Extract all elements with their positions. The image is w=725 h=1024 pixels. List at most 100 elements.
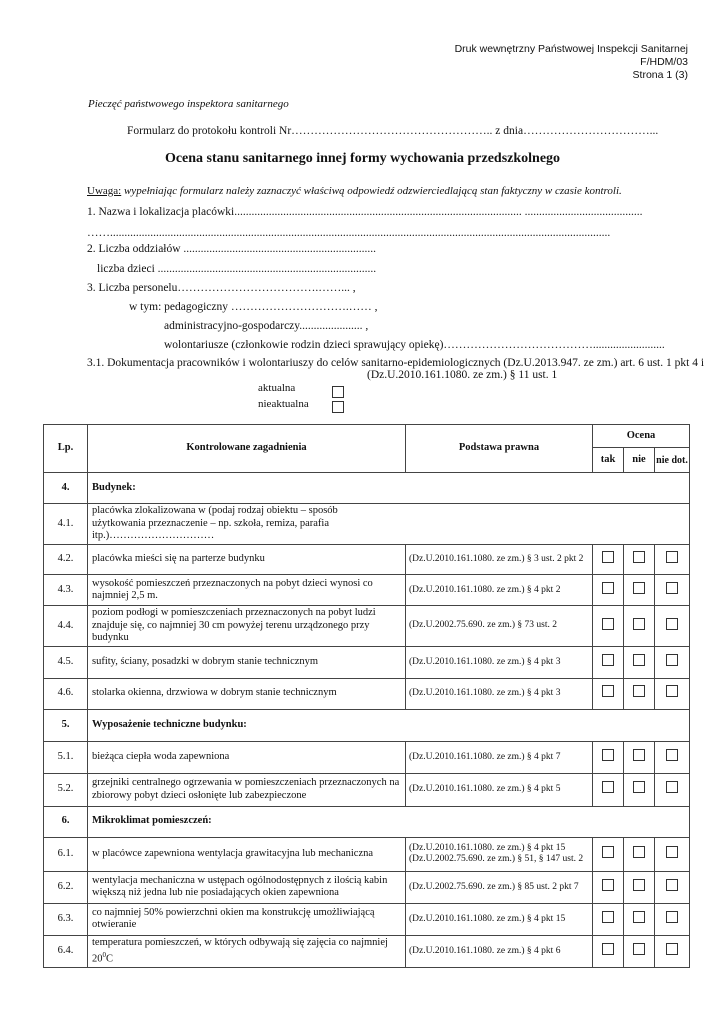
checkbox-yes[interactable] (602, 878, 614, 891)
issue-text: Budynek: (92, 481, 136, 493)
col-lp: Lp. (43, 424, 88, 473)
note-label: Uwaga: (87, 185, 122, 197)
field-name-location-cont: ……......................................… (87, 227, 611, 239)
issue-text: temperatura pomieszczeń, w których odbyw… (92, 936, 388, 965)
issue-text: Mikroklimat pomieszczeń: (92, 815, 212, 827)
row-issue: co najmniej 50% powierzchni okien ma kon… (87, 902, 406, 936)
row-number: 5.1. (43, 740, 88, 774)
field-children: liczba dzieci ..........................… (97, 263, 377, 275)
row-issue: placówka mieści się na parterze budynku (87, 544, 406, 575)
checkbox-na[interactable] (666, 617, 679, 630)
checkbox-yes[interactable] (602, 748, 614, 761)
rating-no-cell (623, 934, 655, 968)
checkbox-yes[interactable] (602, 551, 614, 564)
rating-yes-cell (592, 836, 624, 872)
protocol-line: Formularz do protokołu kontroli Nr………………… (127, 125, 659, 137)
checkbox-outdated[interactable] (332, 401, 344, 413)
issue-text: placówka mieści się na parterze budynku (92, 553, 265, 565)
checkbox-yes[interactable] (602, 845, 614, 858)
checkbox-na[interactable] (666, 878, 679, 891)
checkbox-no[interactable] (633, 685, 645, 698)
section-row: 5. Wyposażenie techniczne budynku: (43, 708, 691, 742)
row-number: 4.1. (43, 503, 88, 545)
checkbox-yes[interactable] (602, 653, 614, 666)
checkbox-na[interactable] (666, 781, 679, 794)
rating-yes-cell (592, 870, 624, 904)
rating-no-cell (623, 605, 655, 647)
checkbox-na[interactable] (666, 748, 679, 761)
row-issue: stolarka okienna, drzwiowa w dobrym stan… (87, 677, 406, 710)
checkbox-yes[interactable] (602, 910, 614, 923)
row-issue: Wyposażenie techniczne budynku: (86, 708, 691, 742)
checkbox-no[interactable] (633, 581, 645, 594)
checkbox-yes[interactable] (602, 781, 614, 794)
option-current: aktualna (258, 382, 296, 394)
rating-yes-cell (592, 677, 624, 710)
issue-text: sufity, ściany, posadzki w dobrym stanie… (92, 655, 319, 667)
checkbox-no[interactable] (633, 845, 645, 858)
checkbox-no[interactable] (633, 617, 645, 630)
checkbox-no[interactable] (633, 551, 645, 564)
rating-na-cell (653, 902, 691, 936)
row-number: 6.4. (43, 934, 88, 968)
field-staff-admin: administracyjno-gospodarczy.............… (164, 320, 369, 332)
row-law: (Dz.U.2010.161.1080. ze zm.) § 4 pkt 3 (405, 645, 593, 679)
rating-no-cell (623, 677, 655, 710)
checkbox-na[interactable] (666, 653, 679, 666)
checkbox-yes[interactable] (602, 581, 614, 594)
col-yes: tak (592, 447, 624, 473)
row-number: 4.2. (43, 544, 88, 575)
row-number: 4.4. (43, 605, 88, 647)
rating-no-cell (623, 902, 655, 936)
rating-na-cell (653, 934, 691, 968)
rating-yes-cell (592, 544, 624, 575)
checkbox-current[interactable] (332, 386, 344, 398)
checkbox-no[interactable] (633, 943, 645, 955)
table-row: 6.2. wentylacja mechaniczna w ustępach og… (43, 870, 691, 904)
issue-text: bieżąca ciepła woda zapewniona (92, 750, 230, 762)
note-text: wypełniając formularz należy zaznaczyć w… (121, 185, 622, 197)
checkbox-no[interactable] (633, 781, 645, 794)
checkbox-no[interactable] (633, 878, 645, 891)
issue-text: w placówce zapewniona wentylacja grawita… (92, 847, 374, 859)
checkbox-na[interactable] (666, 581, 679, 594)
checkbox-no[interactable] (633, 653, 645, 666)
row-issue: Budynek: (86, 472, 691, 504)
table-row: 5.2. grzejniki centralnego ogrzewania w p… (43, 772, 691, 807)
checkbox-na[interactable] (666, 845, 679, 858)
rating-no-cell (623, 544, 655, 575)
row-law: (Dz.U.2010.161.1080. ze zm.) § 4 pkt 15 … (405, 836, 593, 872)
rating-na-cell (653, 677, 691, 710)
table-row: 4.5. sufity, ściany, posadzki w dobrym st… (43, 645, 691, 679)
checkbox-yes[interactable] (602, 617, 614, 630)
row-law: (Dz.U.2010.161.1080. ze zm.) § 4 pkt 7 (405, 740, 593, 774)
checkbox-yes[interactable] (602, 943, 614, 955)
row-issue: grzejniki centralnego ogrzewania w pomie… (87, 772, 406, 807)
page-number: Strona 1 (3) (632, 69, 688, 81)
row-issue: wysokość pomieszczeń przeznaczonych na p… (87, 574, 406, 606)
form-code: F/HDM/03 (640, 56, 688, 68)
rating-yes-cell (592, 645, 624, 679)
checkbox-no[interactable] (633, 748, 645, 761)
checkbox-na[interactable] (666, 943, 679, 955)
field-documentation: 3.1. Dokumentacja pracowników i wolontar… (87, 357, 705, 369)
col-issue: Kontrolowane zagadnienia (87, 424, 406, 473)
table-row: 6.1. w placówce zapewniona wentylacja gra… (43, 836, 691, 872)
table-row: 6.3. co najmniej 50% powierzchni okien ma… (43, 902, 691, 936)
table-row: 4.1. placówka zlokalizowana w (podaj rodz… (43, 503, 691, 545)
row-issue: sufity, ściany, posadzki w dobrym stanie… (87, 645, 406, 679)
row-law: (Dz.U.2010.161.1080. ze zm.) § 4 pkt 5 (405, 772, 593, 807)
row-law: (Dz.U.2002.75.690. ze zm.) § 73 ust. 2 (405, 605, 593, 647)
field-name-location: 1. Nazwa i lokalizacja placówki.........… (87, 206, 643, 218)
issue-text: co najmniej 50% powierzchni okien ma kon… (92, 906, 375, 931)
stamp-label: Pieczęć państwowego inspektora sanitarne… (88, 98, 289, 110)
document-header: Druk wewnętrzny Państwowej Inspekcji San… (455, 43, 688, 82)
checkbox-na[interactable] (666, 910, 679, 923)
checkbox-yes[interactable] (602, 685, 614, 698)
checkbox-na[interactable] (666, 551, 679, 564)
row-number: 6.3. (43, 902, 88, 936)
checkbox-na[interactable] (666, 685, 679, 698)
checkbox-no[interactable] (633, 910, 645, 923)
rating-na-cell (653, 645, 691, 679)
col-rating: Ocena (591, 424, 691, 448)
